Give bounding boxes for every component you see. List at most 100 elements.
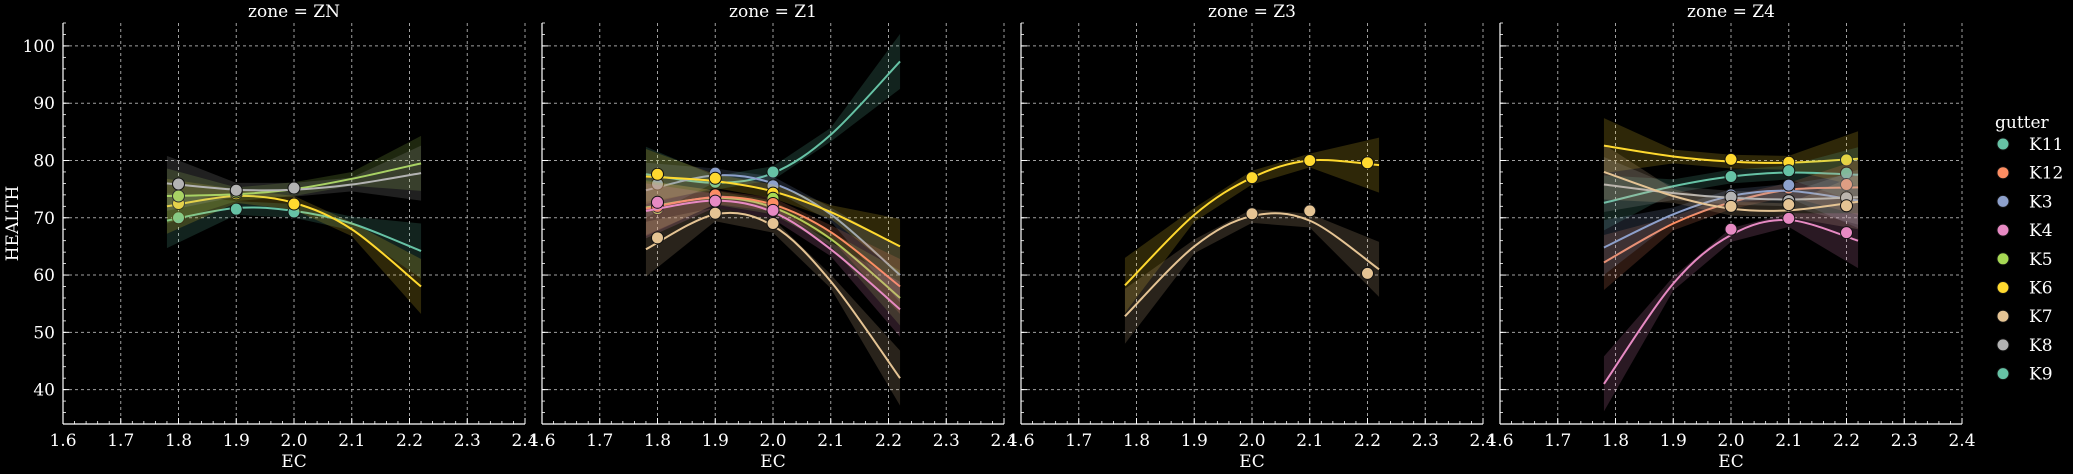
legend-label-K9: K9 (2029, 365, 2053, 385)
data-point (1840, 178, 1853, 192)
legend-label-K5: K5 (2029, 250, 2053, 270)
legend-label-K3: K3 (2029, 192, 2053, 212)
x-tick-label: 1.9 (1181, 431, 1208, 451)
legend-title: gutter (1995, 113, 2050, 133)
confidence-band (166, 193, 422, 279)
y-tick-label: 60 (33, 266, 55, 286)
x-tick-label: 1.8 (1123, 431, 1150, 451)
facet-panel-0: 1.6 1.7 1.8 1.9 2.0 2.1 2.2 2.3 2.4 40 50 60 70 80 90 1… (23, 2, 539, 472)
x-tick-label: 2.4 (1469, 431, 1496, 451)
y-axis-label: HEALTH (3, 186, 23, 262)
legend-marker-K11 (1996, 137, 2010, 151)
legend-label-K12: K12 (2029, 164, 2063, 184)
data-point (1245, 207, 1259, 221)
x-tick-label: 1.8 (644, 431, 671, 451)
legend-marker-K5 (1996, 252, 2010, 266)
series-K9 (166, 193, 422, 279)
x-tick-label: 2.3 (933, 431, 960, 451)
data-point (651, 231, 664, 245)
legend-marker-K8 (1996, 338, 2010, 352)
legend-label-K8: K8 (2029, 336, 2053, 356)
x-tick-label: 1.8 (1602, 431, 1629, 451)
legend-marker-K6 (1996, 281, 2010, 294)
data-point (1782, 198, 1796, 212)
panel-title: zone = Z4 (1687, 2, 1775, 22)
x-tick-label: 2.2 (875, 431, 902, 451)
series-K4 (1603, 211, 1859, 412)
x-axis-label: EC (281, 452, 306, 472)
y-tick-label: 40 (33, 381, 55, 401)
legend-label-K7: K7 (2029, 307, 2053, 327)
x-tick-label: 1.6 (1007, 431, 1034, 451)
y-tick-label: 80 (33, 151, 55, 171)
legend-marker-K4 (1996, 223, 2010, 237)
legend-label-K11: K11 (2029, 135, 2063, 155)
panel-title: zone = Z3 (1208, 2, 1296, 22)
y-tick-label: 100 (23, 37, 55, 57)
x-axis-label: EC (1718, 452, 1743, 472)
x-tick-label: 2.3 (1412, 431, 1439, 451)
x-tick-label: 1.9 (223, 431, 250, 451)
series-K6 (645, 149, 901, 274)
y-tick-label: 50 (33, 323, 55, 343)
data-point (1361, 156, 1374, 170)
legend-marker-K12 (1996, 166, 2010, 180)
x-tick-label: 2.0 (759, 431, 786, 451)
x-tick-label: 1.7 (1544, 431, 1571, 451)
x-tick-label: 2.1 (338, 431, 365, 451)
x-tick-label: 1.6 (49, 431, 76, 451)
x-tick-label: 2.3 (1891, 431, 1918, 451)
data-point (1782, 164, 1796, 178)
data-point (651, 167, 664, 181)
data-point (1361, 266, 1374, 280)
x-tick-label: 2.4 (511, 431, 538, 451)
x-tick-label: 1.9 (1660, 431, 1687, 451)
legend-label-K4: K4 (2029, 221, 2053, 241)
data-point (1840, 153, 1853, 167)
confidence-band (1603, 159, 1859, 290)
x-tick-label: 2.2 (396, 431, 423, 451)
x-tick-label: 2.1 (1296, 431, 1323, 451)
data-point (1840, 226, 1853, 240)
x-axis-label: EC (1239, 452, 1264, 472)
legend-marker-K3 (1996, 194, 2010, 208)
x-tick-label: 2.4 (990, 431, 1017, 451)
data-point (1782, 211, 1796, 225)
data-point (766, 217, 780, 230)
fit-line (645, 211, 901, 379)
data-point (1724, 199, 1738, 213)
x-tick-label: 1.7 (1065, 431, 1092, 451)
x-tick-label: 2.0 (1238, 431, 1265, 451)
data-point (1303, 153, 1317, 167)
data-point (287, 181, 301, 195)
confidence-band (645, 162, 901, 303)
x-tick-label: 2.4 (1948, 431, 1975, 451)
confidence-band (1603, 213, 1859, 412)
data-point (1303, 204, 1317, 218)
data-point (229, 202, 243, 216)
y-tick-label: 70 (33, 209, 55, 229)
series-K7 (1603, 144, 1859, 230)
facet-panel-3: 1.6 1.7 1.8 1.9 2.0 2.1 2.2 2.3 2.4 zone = Z4 EC (1486, 2, 1975, 472)
data-point (708, 171, 722, 185)
data-point (287, 197, 301, 211)
series-K7 (1124, 204, 1380, 344)
x-tick-label: 2.1 (1775, 431, 1802, 451)
series-K7 (645, 206, 901, 406)
x-tick-label: 2.2 (1354, 431, 1381, 451)
data-point (708, 194, 722, 208)
x-tick-label: 2.0 (280, 431, 307, 451)
confidence-band (1603, 144, 1859, 230)
panel-title: zone = Z1 (729, 2, 817, 22)
data-point (229, 183, 243, 197)
x-tick-label: 1.8 (165, 431, 192, 451)
y-tick-label: 90 (33, 94, 55, 114)
confidence-band (166, 135, 422, 224)
data-point (1724, 152, 1738, 166)
x-tick-label: 1.6 (528, 431, 555, 451)
x-tick-label: 1.9 (702, 431, 729, 451)
x-tick-label: 1.7 (586, 431, 613, 451)
